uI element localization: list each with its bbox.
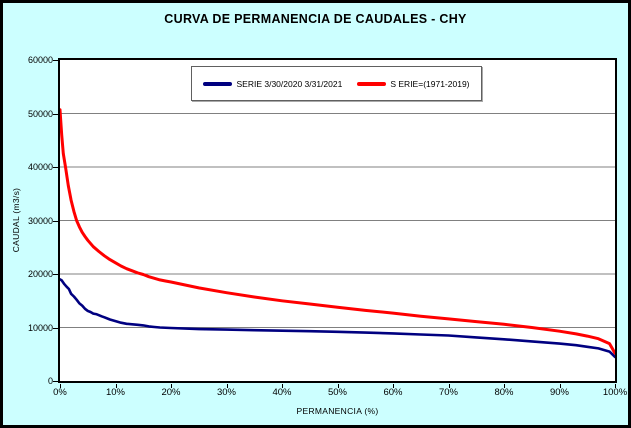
x-tick-mark [282,384,283,388]
legend-line-swatch-navy [203,81,233,86]
x-tick-label: 40% [272,387,292,398]
x-tick-label: 100% [602,387,628,398]
y-tick-label: 20000 [27,269,53,279]
chart-title: CURVA DE PERMANENCIA DE CAUDALES - CHY [164,12,467,26]
legend-item-serie-1971-2019: S ERIE=(1971-2019) [357,78,470,89]
x-tick-label: 90% [549,387,569,398]
legend-item-serie-2020-2021: SERIE 3/30/2020 3/31/2021 [203,79,342,89]
plot-area [60,60,615,381]
y-tick-mark [53,381,58,382]
plot-svg [60,108,615,359]
series-line-0 [60,278,615,359]
x-tick-label: 20% [161,387,181,398]
x-tick-mark [226,384,228,388]
series-line-1 [60,108,615,355]
x-tick-label: 70% [438,387,458,398]
y-tick-mark [53,167,58,168]
x-tick-label: 60% [383,387,403,398]
y-tick-label: 60000 [27,55,53,65]
x-tick-label: 0% [53,387,67,398]
x-tick-mark [115,384,117,388]
x-tick-label: 10% [105,387,125,398]
x-tick-mark [60,384,61,388]
x-tick-mark [337,384,339,388]
legend-box: SERIE 3/30/2020 3/31/2021 S ERIE=(1971-2… [191,66,482,101]
y-axis-title: CAUDAL (m3/s) [11,187,21,253]
x-tick-mark [615,384,616,388]
x-tick-label: 50% [327,387,347,398]
y-tick-mark [53,327,58,329]
y-tick-mark [53,220,58,222]
x-tick-mark [393,384,394,388]
y-tick-mark [53,274,58,275]
x-tick-mark [504,384,505,388]
y-tick-label: 40000 [27,162,53,172]
x-tick-label: 80% [494,387,514,398]
legend-label: S ERIE=(1971-2019) [390,78,470,89]
x-axis-title: PERMANENCIA (%) [296,406,379,416]
x-tick-mark [448,384,450,388]
legend-label: SERIE 3/30/2020 3/31/2021 [236,78,343,89]
y-tick-mark [53,113,58,115]
legend-line-swatch-red [357,81,387,86]
y-tick-mark [53,60,58,61]
x-tick-mark [171,384,172,388]
x-tick-mark [559,384,561,388]
x-tick-label: 30% [216,387,236,398]
y-tick-label: 10000 [27,322,53,333]
y-tick-label: 0 [47,376,53,386]
y-tick-label: 50000 [27,108,53,119]
y-tick-label: 30000 [27,215,53,226]
